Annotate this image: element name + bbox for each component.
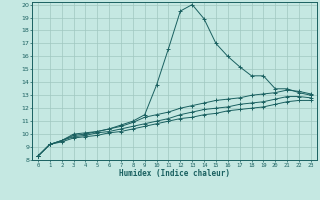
X-axis label: Humidex (Indice chaleur): Humidex (Indice chaleur) — [119, 169, 230, 178]
